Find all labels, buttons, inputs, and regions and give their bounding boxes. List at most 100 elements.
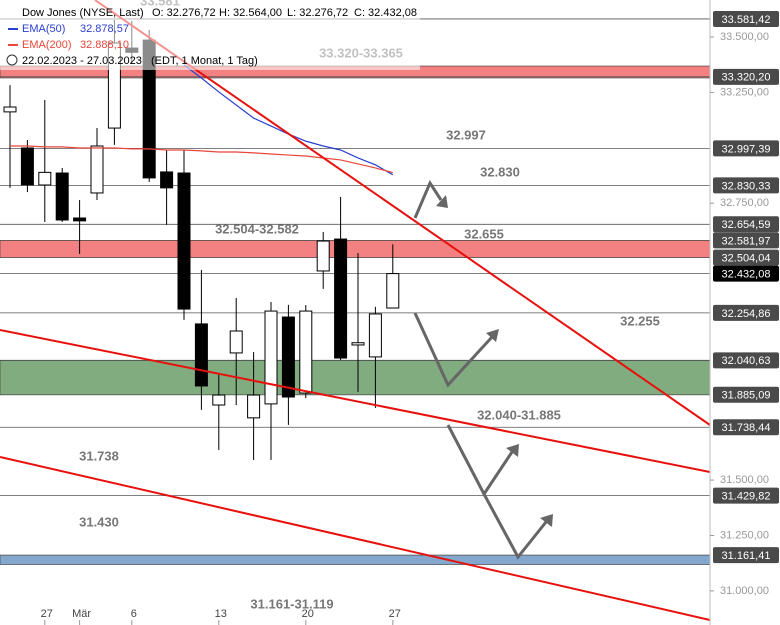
level-label: 33.320,20 [722,72,771,84]
trend-lines [0,0,710,621]
level-box [713,265,779,282]
legend: EMA(50) 32.878,57 EMA(200) 32.888,10 [8,23,129,51]
candle-body [212,394,226,406]
candle-body [299,310,313,394]
level-label: 31.161,41 [722,550,771,562]
candle-body [334,238,348,359]
x-tick-label: 27 [389,608,401,620]
trend-line [0,329,710,473]
zone-label: 31.161-31.119 [250,596,333,611]
level-label: 32.040,63 [722,355,771,367]
level-label: 31.885,09 [722,390,771,402]
header: Dow Jones (NYSE, Last) O: 32.276,72 H: 3… [0,0,420,70]
ema-line [10,145,393,174]
axis: 33.500,00 33.250,00 32.750,00 31.500,00 31.2… [710,10,779,597]
y-tick-label: 33.250,00 [720,86,769,98]
trend-line [0,456,710,621]
level-label: 33.581,42 [722,14,771,26]
arrow [413,179,443,219]
level-box [713,232,779,249]
level-box [713,304,779,321]
candle-body [386,273,400,309]
level-label: 32.997,39 [722,143,771,155]
candle-body [351,342,365,346]
level-box [713,419,779,436]
quote: C: 32.432,08 [354,7,417,19]
level-label: 32.830,33 [722,180,771,192]
candle-body [160,171,174,189]
annotation: 31.430 [79,514,119,529]
arrow-head [486,329,499,342]
trend-line [94,0,710,426]
candle-body [3,106,17,113]
arrow [413,312,494,388]
level-label: 32.654,59 [722,219,771,231]
candle-body [90,145,104,194]
candle-body [38,171,52,186]
zones [0,65,711,565]
y-tick-label: 33.500,00 [720,31,769,43]
level-label: 32.581,97 [722,235,771,247]
quote: O: 32.276,72 [152,7,216,19]
clock-icon [6,54,18,66]
x-tick-label: 13 [215,608,227,620]
candle-body [247,394,261,419]
plot [3,19,400,460]
y-tick-label: 31.000,00 [720,585,769,597]
annotations: 33.320-33.36532.504-32.58232.040-31.8853… [79,0,660,611]
level-box [713,249,779,266]
level-label: 32.504,04 [722,253,771,265]
level-box [713,140,779,157]
candle-body [55,172,69,221]
level-box [713,547,779,564]
level-lines [0,18,710,556]
candle-body [281,316,295,398]
annotation: 32.997 [446,127,486,142]
x-tick-label: 20 [302,608,314,620]
level-box [713,487,779,504]
ema-line [183,64,394,176]
header-backdrop [0,0,420,70]
y-tick-label: 32.750,00 [720,197,769,209]
level-box [713,216,779,233]
x-tick-label: Mär [72,608,91,620]
zone-label: 32.040-31.885 [477,407,561,422]
zone-label: 32.504-32.582 [215,221,299,236]
level-box [713,177,779,194]
period: 22.02.2023 - 27.03.2023 [22,55,142,67]
level-label: 32.254,86 [722,308,771,320]
legend-value: 32.878,57 [80,23,129,35]
candle-body [73,217,87,222]
y-tick-label: 31.250,00 [720,529,769,541]
candle-body [264,310,278,405]
candle-body [229,330,243,354]
x-tick-label: 27 [41,608,53,620]
arrow-head [540,514,553,527]
arrow [446,424,514,497]
arrow [482,493,548,560]
annotation: 32.655 [464,226,504,241]
zone [0,360,711,396]
candle-body [368,313,382,358]
candle-body [177,172,191,310]
level-box [713,352,779,369]
arrow-head [506,444,519,457]
y-tick-label: 31.500,00 [720,474,769,486]
zone [0,240,711,258]
x-tick-label: 6 [131,608,137,620]
candle-body [194,323,208,387]
legend-value: 32.888,10 [80,39,129,51]
level-label: 32.432,08 [722,269,771,281]
period-note: (EDT, 1 Monat, 1 Tag) [151,55,258,67]
annotation: 32.255 [620,313,660,328]
level-box [713,386,779,403]
arrow-head [436,195,448,208]
title: Dow Jones (NYSE, Last) [22,7,144,19]
legend-label: EMA(200) [22,39,72,51]
level-label: 31.429,82 [722,491,771,503]
candle-body [316,240,330,272]
candle-body [20,147,34,186]
level-box [713,68,779,85]
arrows [413,179,553,560]
zone [0,554,711,565]
